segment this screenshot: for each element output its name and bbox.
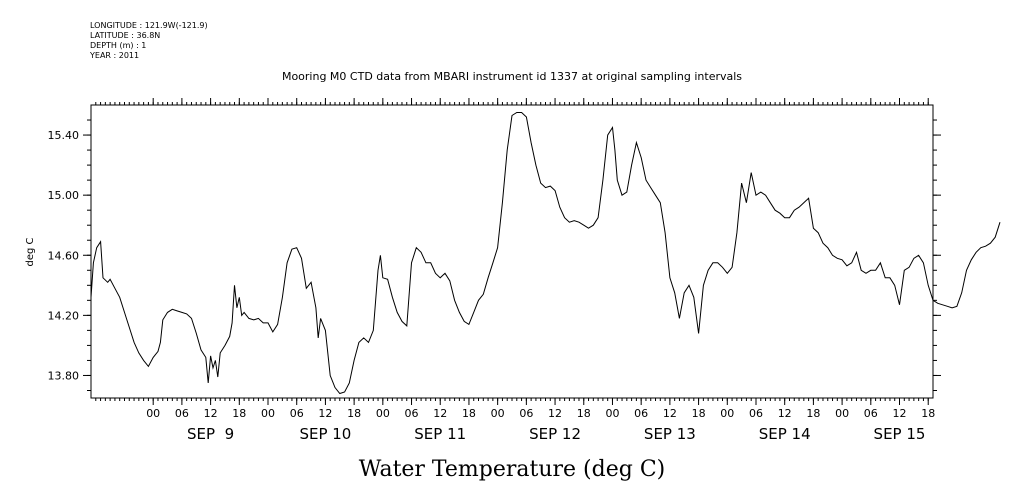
- metadata-block: LONGITUDE : 121.9W(-121.9) LATITUDE : 36…: [90, 21, 208, 61]
- x-tick-label: 06: [290, 407, 304, 420]
- temperature-series-line: [90, 112, 1001, 395]
- x-tick-label: 18: [347, 407, 361, 420]
- x-tick-label: 00: [146, 407, 160, 420]
- x-axis-label: Water Temperature (deg C): [359, 457, 666, 482]
- longitude-label: LONGITUDE : 121.9W(-121.9): [90, 21, 208, 30]
- x-day-label: SEP 15: [874, 425, 926, 443]
- plot-frame: [90, 104, 934, 399]
- series-layer: [90, 112, 1001, 395]
- minor-ticks: [95, 102, 929, 401]
- x-tick-label: 18: [232, 407, 246, 420]
- x-tick-label: 12: [663, 407, 677, 420]
- x-tick-label: 12: [204, 407, 218, 420]
- y-tick-label: 15.00: [48, 189, 80, 202]
- x-tick-label: 12: [778, 407, 792, 420]
- depth-label: DEPTH (m) : 1: [90, 41, 147, 50]
- chart-title: Mooring M0 CTD data from MBARI instrumen…: [282, 70, 742, 83]
- x-tick-label: 00: [835, 407, 849, 420]
- x-tick-label: 06: [634, 407, 648, 420]
- y-tick-label: 14.20: [48, 309, 80, 322]
- year-label: YEAR : 2011: [90, 51, 140, 60]
- x-tick-label: 12: [893, 407, 907, 420]
- x-tick-label: 06: [749, 407, 763, 420]
- x-tick-label: 06: [405, 407, 419, 420]
- x-day-label: SEP 10: [299, 425, 351, 443]
- x-tick-label: 12: [318, 407, 332, 420]
- x-tick-label: 18: [692, 407, 706, 420]
- x-tick-label: 00: [261, 407, 275, 420]
- x-tick-label: 18: [462, 407, 476, 420]
- x-tick-label: 00: [720, 407, 734, 420]
- y-tick-label: 13.80: [48, 369, 80, 382]
- x-tick-label: 18: [577, 407, 591, 420]
- x-tick-label: 00: [376, 407, 390, 420]
- x-tick-label: 00: [605, 407, 619, 420]
- x-axis: 00 06 12 18 00 06 12 18 00 06 12 18 00 06 12 18 00 06 12 18…: [146, 98, 935, 443]
- x-day-label: SEP 13: [644, 425, 696, 443]
- x-tick-label: 00: [491, 407, 505, 420]
- x-day-label: SEP 9: [187, 425, 234, 443]
- x-tick-label: 06: [175, 407, 189, 420]
- y-tick-label: 15.40: [48, 129, 80, 142]
- x-day-label: SEP 12: [529, 425, 581, 443]
- x-tick-label: 06: [864, 407, 878, 420]
- y-tick-label: 14.60: [48, 249, 80, 262]
- x-tick-label: 12: [433, 407, 447, 420]
- y-axis: 13.80 14.20 14.60 15.00 15.40: [48, 119, 941, 391]
- x-tick-label: 12: [548, 407, 562, 420]
- x-day-label: SEP 14: [759, 425, 811, 443]
- x-tick-label: 18: [806, 407, 820, 420]
- x-day-label: SEP 11: [414, 425, 466, 443]
- latitude-label: LATITUDE : 36.8N: [90, 31, 161, 40]
- y-axis-label: deg C: [25, 237, 36, 266]
- x-tick-label: 18: [921, 407, 935, 420]
- x-tick-label: 06: [519, 407, 533, 420]
